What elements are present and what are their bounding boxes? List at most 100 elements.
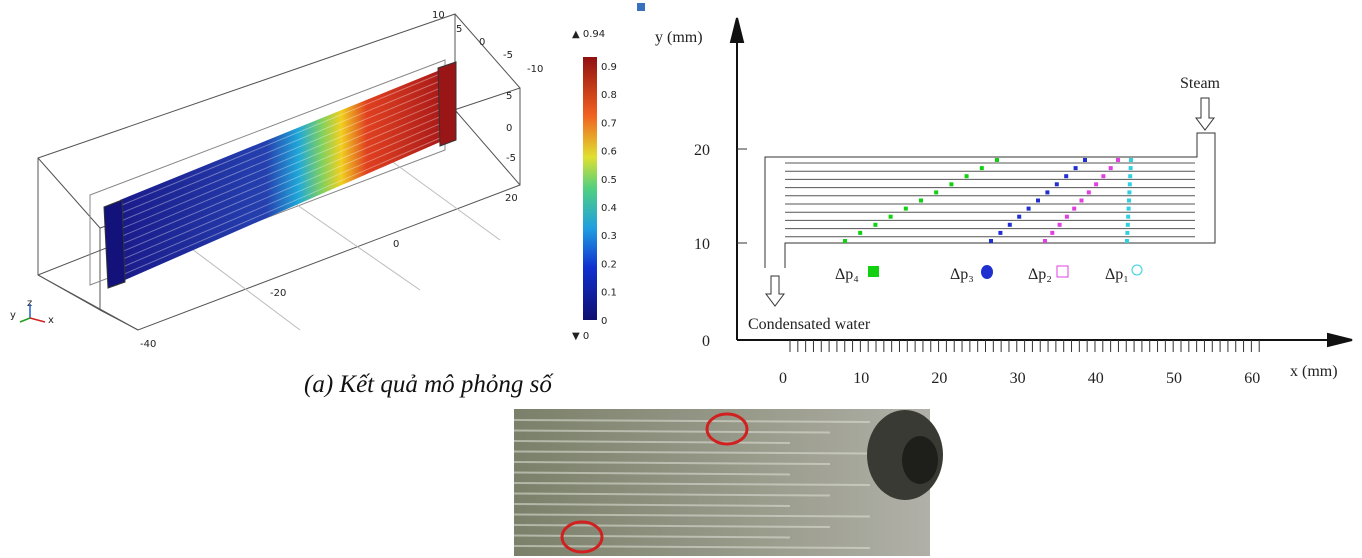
point [1064,174,1068,178]
point [1128,182,1132,186]
point [1058,223,1062,227]
axis-tick-label: -40 [140,339,156,350]
colorbar-tick-label: 0.5 [601,175,617,186]
point [1126,215,1130,219]
point [1074,166,1078,170]
inlet-plate [104,200,125,288]
point [1129,158,1133,162]
axis-tick-label: -20 [270,288,286,299]
point [995,158,999,162]
channel-outline [765,133,1215,268]
axis-tick-label: -5 [506,153,516,164]
point [1050,231,1054,235]
axis-tick-label: 10 [432,10,445,21]
point [1129,166,1133,170]
point [873,223,877,227]
x-tick-label: 60 [1244,370,1260,387]
axis-tick-label: 5 [456,24,462,35]
axis-tick-label: -5 [503,50,513,61]
point [1109,166,1113,170]
point [904,207,908,211]
outlet-label: Condensated water [748,316,871,333]
legend-label: Δp₂ [1028,266,1052,283]
y-tick-label: 10 [694,236,710,253]
y-axis-label: y (mm) [655,29,703,46]
axis-tick-label: 20 [505,193,518,204]
x-axis-label: x (mm) [1290,363,1338,380]
diagram-axes [731,18,1352,346]
channel [122,110,440,244]
colorbar-tick-label: 0.6 [601,147,617,158]
point [949,182,953,186]
colorbar-tick-label: 0.4 [601,203,617,214]
point [1101,174,1105,178]
point [989,239,993,243]
point [1125,231,1129,235]
point [1083,158,1087,162]
point [1127,199,1131,203]
colorbar [583,57,597,320]
triad-label: x [48,315,54,326]
x-tick-label: 20 [931,370,947,387]
colorbar-tick-label: 0.3 [601,231,617,242]
point [965,174,969,178]
point [1128,174,1132,178]
colorbar-tick-label: 0.2 [601,259,617,270]
point [1055,182,1059,186]
axis-tick-label: 5 [506,91,512,102]
inlet-label: Steam [1180,75,1221,92]
icon [637,3,645,11]
point [980,166,984,170]
point [843,239,847,243]
point [934,190,938,194]
point [1116,158,1120,162]
colorbar-tick-label: 0.7 [601,118,617,129]
point [1065,215,1069,219]
legend-label: Δp₃ [950,266,974,283]
point [1127,207,1131,211]
point [1094,182,1098,186]
figure: 1050-5-1050-5200-20-40zyx▲ 0.94▼ 00.90.8… [0,0,1362,558]
axis-triad [20,304,45,322]
x-tick-label: 50 [1166,370,1182,387]
point [858,231,862,235]
point [919,199,923,203]
point [1126,223,1130,227]
point [1043,239,1047,243]
outlet-plate [438,62,456,146]
caption: (a) Kết quả mô phỏng số [304,371,554,398]
y-tick-label: 0 [702,333,710,350]
x-minor-ticks [790,340,1259,352]
point [1008,223,1012,227]
legend-label: Δp₄ [835,266,859,283]
point [1045,190,1049,194]
point [1027,207,1031,211]
colorbar-tick-label: 0.1 [601,288,617,299]
x-tick-label: 0 [779,370,787,387]
axis-tick-label: 0 [479,37,485,48]
x-tick-label: 10 [853,370,869,387]
point [1127,190,1131,194]
photo-hole-inner [902,436,938,484]
colorbar-tick-label: 0.8 [601,90,617,101]
x-tick-label: 40 [1088,370,1104,387]
axis-tick-label: -10 [527,64,543,75]
legend-label: Δp₁ [1105,266,1129,283]
colorbar-tick-label: 0.9 [601,62,617,73]
point [1036,199,1040,203]
point [1072,207,1076,211]
point [1125,239,1129,243]
y-ticks [737,149,747,243]
x-tick-label: 30 [1010,370,1026,387]
point [1080,199,1084,203]
point [889,215,893,219]
axis-tick-label: 0 [393,239,399,250]
y-tick-label: 20 [694,142,710,159]
colorbar-max: ▲ 0.94 [572,29,605,40]
colorbar-tick-label: 0 [601,316,607,327]
figure-page: 1050-5-1050-5200-20-40zyx▲ 0.94▼ 00.90.8… [0,0,1362,558]
axis-tick-label: 0 [506,123,512,134]
micro-channels [785,163,1195,237]
point [1017,215,1021,219]
colorbar-min: ▼ 0 [572,331,589,342]
